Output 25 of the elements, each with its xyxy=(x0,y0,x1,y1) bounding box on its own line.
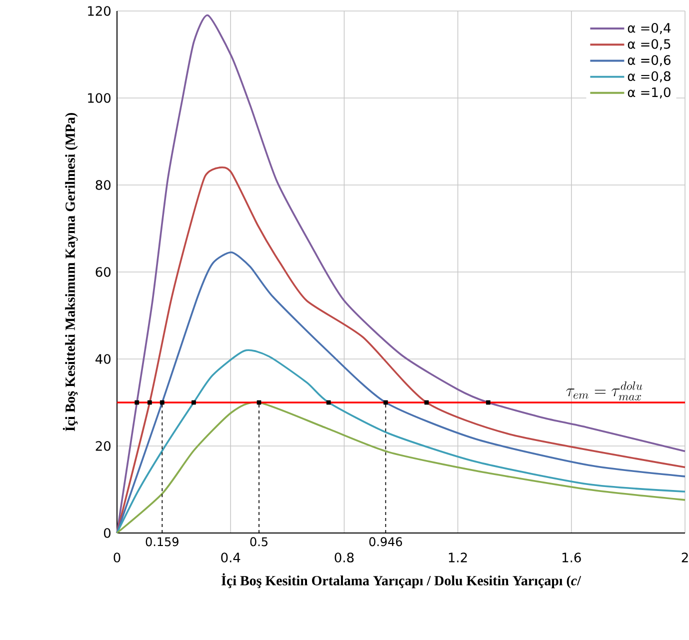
legend-label: α =0,8 xyxy=(628,71,670,82)
y-tick-label: 120 xyxy=(88,6,110,16)
ref-line-label: 0.946 xyxy=(369,537,402,546)
y-tick-label: 0 xyxy=(104,528,110,538)
y-tick-label: 40 xyxy=(96,354,110,364)
line-series xyxy=(116,14,686,534)
x-tick-label: 1.6 xyxy=(562,552,581,562)
x-tick-label: 2 xyxy=(682,552,688,562)
legend-label: α =0,4 xyxy=(628,23,671,34)
y-axis-title: İçi Boş Kesitteki Maksimum Kayma Gerilmesi (MPa) xyxy=(62,112,78,432)
x-tick-label: 0.8 xyxy=(334,552,354,562)
y-tick-label: 60 xyxy=(96,267,110,277)
ref-line-label: 0.159 xyxy=(146,537,178,546)
legend-label: α =0,6 xyxy=(628,55,670,66)
ref-line-label: $\tau_{em} = \tau_{max}^{dolu}$ xyxy=(566,381,642,400)
legend-label: α =1,0 xyxy=(628,87,670,98)
y-tick-label: 100 xyxy=(88,93,110,103)
x-tick-label: 0.4 xyxy=(221,552,240,562)
legend-label: α =0,5 xyxy=(628,39,670,50)
x-axis-title: İçi Boş Kesitin Ortalama Yarıçapı / Dolu Kesitin Yarıçapı (c/ xyxy=(222,573,582,588)
y-tick-label: 80 xyxy=(96,180,110,190)
y-tick-label: 20 xyxy=(96,441,110,451)
x-tick-label: 1.2 xyxy=(448,552,467,562)
ref-line-label: 0.5 xyxy=(250,537,268,546)
x-tick-label: 0 xyxy=(114,552,120,562)
